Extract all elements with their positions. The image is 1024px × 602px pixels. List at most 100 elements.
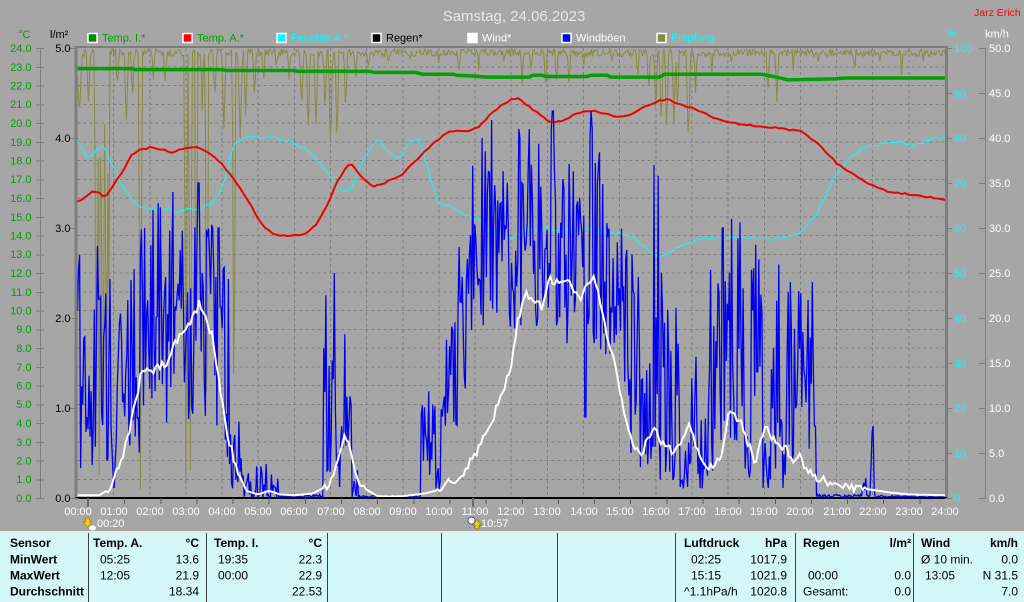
svg-text:13.6: 13.6 — [176, 553, 200, 567]
svg-text:00:00: 00:00 — [808, 569, 838, 583]
svg-text:22.9: 22.9 — [299, 569, 323, 583]
svg-text:02:00: 02:00 — [136, 506, 164, 518]
svg-text:21.9: 21.9 — [176, 569, 200, 583]
svg-text:19.0: 19.0 — [10, 137, 31, 149]
svg-text:18:00: 18:00 — [714, 506, 742, 518]
svg-text:4.0: 4.0 — [16, 418, 31, 430]
svg-text:15.0: 15.0 — [989, 358, 1010, 370]
svg-text:23.0: 23.0 — [10, 62, 31, 74]
svg-text:km/h: km/h — [985, 29, 1009, 41]
svg-text:14:00: 14:00 — [570, 506, 598, 518]
svg-text:18.34: 18.34 — [169, 585, 199, 599]
svg-text:2.0: 2.0 — [55, 313, 70, 325]
svg-text:°C: °C — [18, 29, 30, 41]
svg-text:1.0: 1.0 — [55, 403, 70, 415]
svg-text:Windböen: Windböen — [576, 33, 626, 45]
svg-text:Wind*: Wind* — [482, 33, 512, 45]
svg-text:N 31.5: N 31.5 — [983, 569, 1019, 583]
svg-text:Samstag, 24.06.2023: Samstag, 24.06.2023 — [443, 8, 586, 25]
svg-text:22.0: 22.0 — [10, 81, 31, 93]
svg-text:3.0: 3.0 — [16, 437, 31, 449]
svg-text:80: 80 — [954, 133, 966, 145]
svg-text:Regen*: Regen* — [386, 33, 423, 45]
svg-text:21:00: 21:00 — [823, 506, 851, 518]
svg-text:0.0: 0.0 — [894, 585, 911, 599]
svg-text:11:00: 11:00 — [462, 506, 489, 518]
svg-text:13:05: 13:05 — [925, 569, 955, 583]
svg-text:00:00: 00:00 — [64, 506, 92, 518]
svg-text:15.0: 15.0 — [10, 212, 31, 224]
svg-text:0.0: 0.0 — [1001, 553, 1018, 567]
svg-text:Regen: Regen — [803, 536, 840, 550]
svg-text:Ø 10 min.: Ø 10 min. — [921, 553, 973, 567]
svg-text:km/h: km/h — [990, 536, 1018, 550]
svg-text:90: 90 — [954, 88, 966, 100]
svg-text:hPa: hPa — [765, 536, 787, 550]
svg-text:6.0: 6.0 — [16, 381, 31, 393]
svg-text:40.0: 40.0 — [989, 133, 1010, 145]
svg-text:5.0: 5.0 — [55, 43, 70, 55]
svg-text:2.0: 2.0 — [16, 456, 31, 468]
svg-text:0: 0 — [954, 493, 960, 505]
svg-text:10.0: 10.0 — [10, 306, 31, 318]
svg-text:60: 60 — [954, 223, 966, 235]
svg-text:%: % — [947, 29, 957, 41]
svg-text:Jarz Erich: Jarz Erich — [974, 7, 1021, 19]
svg-text:17.0: 17.0 — [10, 174, 31, 186]
svg-text:Durchschnitt: Durchschnitt — [10, 585, 84, 599]
svg-text:24.0: 24.0 — [10, 43, 31, 55]
svg-text:19:00: 19:00 — [750, 506, 778, 518]
svg-text:7.0: 7.0 — [16, 362, 31, 374]
svg-text:Empfang: Empfang — [671, 33, 715, 45]
svg-text:1017.9: 1017.9 — [750, 553, 787, 567]
svg-text:13:00: 13:00 — [533, 506, 561, 518]
svg-text:14.0: 14.0 — [10, 231, 31, 243]
svg-text:25.0: 25.0 — [989, 268, 1010, 280]
svg-text:05:00: 05:00 — [244, 506, 272, 518]
svg-text:0.0: 0.0 — [989, 493, 1004, 505]
svg-text:50: 50 — [954, 268, 966, 280]
svg-text:3.0: 3.0 — [55, 223, 70, 235]
svg-text:0.0: 0.0 — [894, 569, 911, 583]
svg-text:70: 70 — [954, 178, 966, 190]
svg-text:10.0: 10.0 — [989, 403, 1010, 415]
svg-text:06:00: 06:00 — [280, 506, 308, 518]
svg-text:22.3: 22.3 — [299, 553, 323, 567]
svg-text:l/m²: l/m² — [890, 536, 911, 550]
svg-text:19:35: 19:35 — [218, 553, 248, 567]
svg-text:22.53: 22.53 — [292, 585, 322, 599]
svg-text:Temp. I.*: Temp. I.* — [102, 33, 146, 45]
svg-text:0.0: 0.0 — [55, 493, 70, 505]
svg-text:01:00: 01:00 — [100, 506, 128, 518]
svg-text:Feuchte A.*: Feuchte A.* — [291, 33, 349, 45]
svg-text:18.0: 18.0 — [10, 156, 31, 168]
svg-text:17:00: 17:00 — [678, 506, 706, 518]
svg-text:45.0: 45.0 — [989, 88, 1010, 100]
svg-text:13.0: 13.0 — [10, 249, 31, 261]
svg-text:08:00: 08:00 — [353, 506, 381, 518]
svg-text:22:00: 22:00 — [859, 506, 887, 518]
svg-text:11.0: 11.0 — [11, 287, 32, 299]
svg-text:05:25: 05:25 — [100, 553, 130, 567]
svg-text:MinWert: MinWert — [10, 553, 57, 567]
svg-text:35.0: 35.0 — [989, 178, 1010, 190]
svg-text:°C: °C — [186, 536, 200, 550]
svg-text:20: 20 — [954, 403, 966, 415]
svg-text:7.0: 7.0 — [1001, 585, 1018, 599]
svg-text:00:00: 00:00 — [218, 569, 248, 583]
svg-text:09:00: 09:00 — [389, 506, 417, 518]
svg-text:Luftdruck: Luftdruck — [684, 536, 740, 550]
svg-text:Sensor: Sensor — [10, 536, 51, 550]
svg-text:30.0: 30.0 — [989, 223, 1010, 235]
svg-text:04:00: 04:00 — [208, 506, 236, 518]
svg-text:100: 100 — [954, 43, 972, 55]
svg-text:16.0: 16.0 — [10, 193, 31, 205]
svg-text:1.0: 1.0 — [16, 474, 31, 486]
svg-text:12:00: 12:00 — [497, 506, 525, 518]
svg-text:MaxWert: MaxWert — [10, 569, 60, 583]
svg-text:20.0: 20.0 — [989, 313, 1010, 325]
svg-text:03:00: 03:00 — [172, 506, 200, 518]
svg-text:23:00: 23:00 — [895, 506, 923, 518]
svg-text:20.0: 20.0 — [10, 118, 31, 130]
svg-text:Temp. I.: Temp. I. — [214, 536, 258, 550]
